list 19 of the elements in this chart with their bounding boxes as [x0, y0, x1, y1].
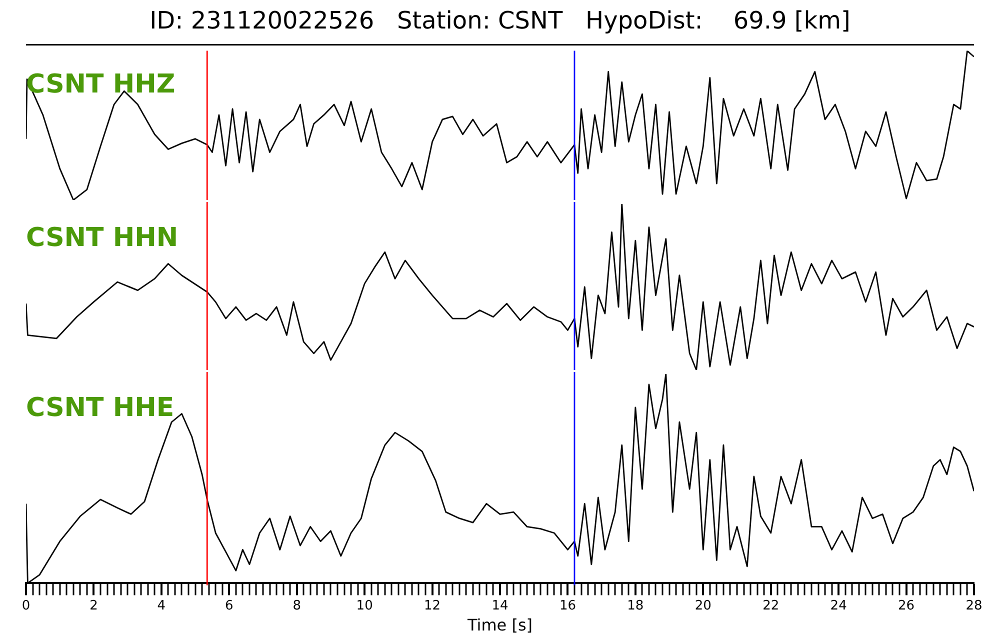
x-tick-label: 6 [225, 598, 234, 614]
x-tick-label: 24 [830, 598, 847, 614]
x-tick-label: 12 [424, 598, 441, 614]
x-tick-label: 22 [762, 598, 780, 614]
x-tick-label: 8 [292, 598, 301, 614]
x-tick-label: 20 [694, 598, 712, 614]
x-tick-label: 18 [627, 598, 644, 614]
x-tick-label: 2 [90, 598, 98, 614]
annotation: CSNT HHE [26, 392, 174, 423]
x-tick-label: 4 [157, 598, 166, 614]
x-tick-label: 28 [966, 598, 982, 614]
chart-title: ID: 231120022526 Station: CSNT HypoDist: 69.9 [km] [150, 6, 850, 35]
annotation: CSNT HHN [26, 222, 178, 253]
x-tick-label: 26 [898, 598, 915, 614]
x-tick-label: 10 [356, 598, 373, 614]
x-tick-label: 0 [22, 598, 30, 614]
x-tick-label: 14 [492, 598, 508, 614]
x-tick-label: 16 [559, 598, 576, 614]
x-axis-title: Time [s] [466, 616, 533, 635]
